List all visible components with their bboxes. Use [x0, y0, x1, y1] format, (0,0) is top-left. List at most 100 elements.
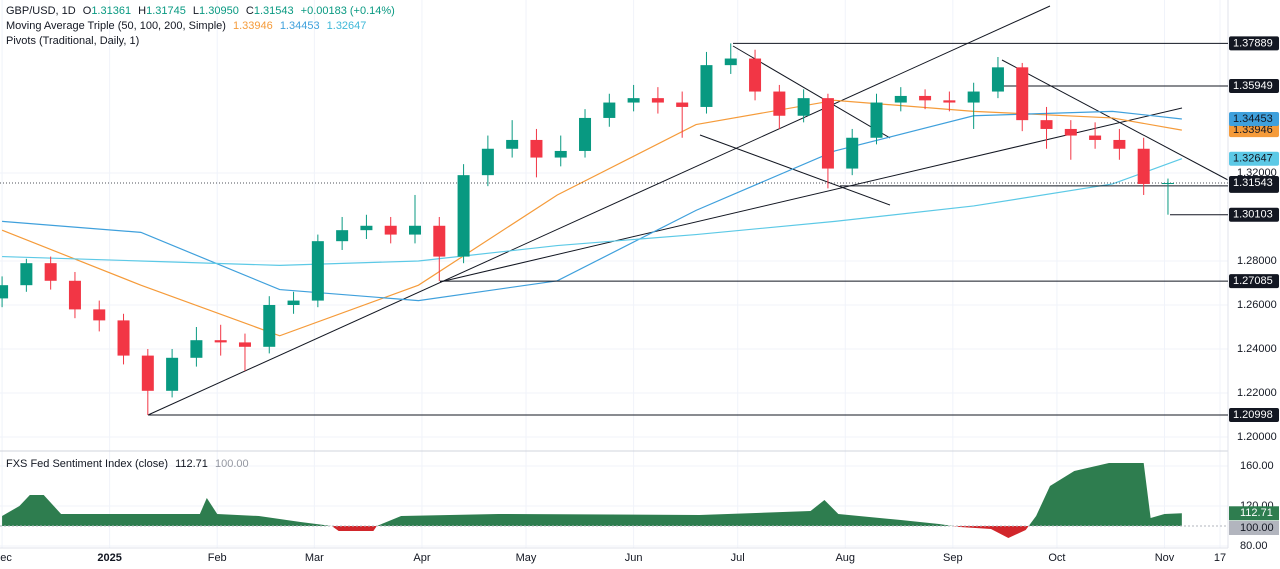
candle-body — [311, 241, 324, 301]
candle-body — [44, 263, 57, 281]
candle-body — [603, 102, 616, 118]
candle-body — [991, 67, 1004, 92]
candle-body — [1113, 139, 1126, 149]
candle-body — [0, 285, 9, 299]
x-tick-label: Jul — [731, 552, 745, 564]
x-tick-label: Sep — [943, 552, 963, 564]
price-label: 1.30103 — [1233, 209, 1273, 221]
candle-body — [846, 137, 859, 169]
price-label-bg — [1229, 111, 1279, 126]
candle-body — [287, 300, 300, 305]
y-tick-label: 1.26000 — [1237, 299, 1277, 311]
indicator-value: 112.71 — [175, 458, 208, 470]
ohlc-value: 1.31745 — [146, 5, 186, 17]
trend-line — [699, 134, 891, 206]
ohlc-key: O — [82, 5, 92, 17]
indicator-title: FXS Fed Sentiment Index (close) — [6, 458, 169, 470]
candle-body — [1040, 120, 1053, 129]
candle-body — [263, 304, 276, 347]
candle-body — [384, 225, 397, 235]
candle-body — [141, 355, 154, 391]
y-tick-label: 1.20000 — [1237, 431, 1277, 443]
price-label-bg — [1229, 151, 1279, 166]
candle-body — [1064, 128, 1077, 136]
baseline-label: 100.00 — [1240, 522, 1274, 534]
x-tick-label: Mar — [305, 552, 324, 564]
candle-body — [166, 357, 179, 391]
candle-body — [676, 102, 689, 107]
candle-body — [530, 139, 543, 158]
candle-body — [797, 98, 810, 116]
candle-body — [409, 225, 422, 235]
candle-body — [214, 340, 227, 343]
price-label-bg — [1229, 408, 1279, 423]
x-tick-label: Jun — [625, 552, 643, 564]
ma-value: 1.34453 — [279, 20, 320, 32]
candle-body — [506, 139, 519, 149]
price-label-bg — [1229, 176, 1279, 191]
price-label: 1.20998 — [1233, 409, 1273, 421]
trend-line — [439, 107, 1183, 283]
candle-body — [749, 58, 762, 92]
candle-body — [117, 320, 130, 356]
header-line: Moving Average Triple (50, 100, 200, Sim… — [6, 20, 370, 32]
candle-body — [68, 280, 81, 310]
candle-body — [821, 98, 834, 169]
candle-body — [773, 91, 786, 116]
indicator-baseline: 100.00 — [214, 458, 249, 470]
x-tick-label: Aug — [835, 552, 855, 564]
x-tick-label: Oct — [1048, 552, 1065, 564]
header-line: FXS Fed Sentiment Index (close) 112.71 1… — [6, 458, 253, 470]
price-label-bg — [1229, 123, 1279, 138]
trend-line — [147, 5, 1051, 416]
ma-value: 1.32647 — [326, 20, 367, 32]
ma-title: Moving Average Triple (50, 100, 200, Sim… — [6, 20, 226, 32]
price-label-bg — [1229, 79, 1279, 94]
x-tick-label: 17 — [1214, 552, 1226, 564]
candle-body — [894, 95, 907, 103]
x-tick-label: Nov — [1155, 552, 1175, 564]
y-tick-label: 1.22000 — [1237, 387, 1277, 399]
ohlc-key: L — [192, 5, 200, 17]
candle-body — [1161, 183, 1174, 185]
candle-body — [627, 98, 640, 103]
candle-body — [20, 263, 33, 286]
candle-body — [360, 225, 373, 231]
change: +0.00183 (+0.14%) — [300, 5, 395, 17]
moving-average — [1, 99, 1182, 337]
ohlc-value: 1.31361 — [91, 5, 132, 17]
candle-body — [651, 98, 664, 103]
y-tick-label: 1.24000 — [1237, 343, 1277, 355]
candle-body — [93, 309, 106, 321]
y-tick-label: 160.00 — [1240, 460, 1274, 472]
candle-body — [1016, 67, 1029, 121]
area-positive — [2, 463, 1182, 526]
trend-line — [1001, 59, 1229, 181]
y-tick-label: 80.00 — [1240, 540, 1268, 552]
price-label-bg — [1229, 36, 1279, 51]
x-tick-label: Feb — [208, 552, 227, 564]
symbol: GBP/USD, 1D — [6, 5, 76, 17]
candle-body — [336, 230, 349, 242]
candle-body — [943, 100, 956, 103]
candle-body — [457, 175, 470, 257]
ohlc-key: H — [138, 5, 147, 17]
header-line: GBP/USD, 1D O1.31361 H1.31745 L1.30950 C… — [6, 5, 399, 17]
price-label: 1.34453 — [1233, 113, 1273, 125]
y-tick-label: 1.28000 — [1237, 255, 1277, 267]
price-label: 1.33946 — [1233, 124, 1273, 136]
value-label: 112.71 — [1240, 507, 1273, 519]
grid — [0, 0, 1228, 548]
price-label: 1.37889 — [1233, 37, 1273, 49]
x-tick-label: May — [516, 552, 537, 564]
candle-body — [700, 65, 713, 107]
candle-body — [919, 95, 932, 101]
candle-body — [1089, 135, 1102, 140]
header-line: Pivots (Traditional, Daily, 1) — [6, 35, 143, 47]
candle-body — [433, 225, 446, 257]
candle-body — [238, 342, 251, 347]
candle-body — [554, 150, 567, 158]
candle-body — [190, 340, 203, 358]
ohlc-value: 1.30950 — [199, 5, 239, 17]
